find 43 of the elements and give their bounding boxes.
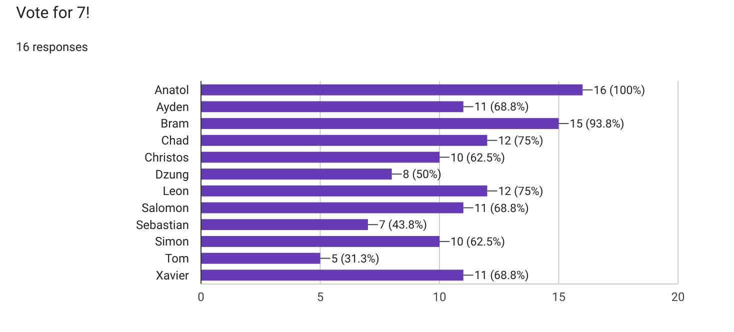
y-tick-label: Salomon [142, 200, 189, 215]
bar [201, 84, 583, 96]
data-label: 10 (62.5%) [450, 234, 506, 248]
y-tick-label: Leon [162, 184, 189, 198]
bar [201, 270, 464, 281]
y-tick-label: Sebastian [136, 218, 189, 232]
data-label: 11 (68.8%) [474, 100, 529, 114]
text: 16 responses [16, 40, 88, 54]
bar [201, 118, 559, 130]
bar [201, 152, 440, 163]
data-label: 12 (75%) [498, 184, 544, 198]
y-tick-label: Dzung [155, 167, 189, 182]
y-tick-label: Xavier [156, 268, 189, 282]
y-tick-label: Christos [144, 150, 189, 164]
data-label: 15 (93.8%) [570, 116, 624, 131]
y-tick-label: Bram [160, 116, 189, 131]
bar [201, 252, 320, 264]
y-tick-label: Tom [165, 252, 189, 266]
y-tick-label: Chad [161, 134, 189, 148]
data-label: 5 (31.3%) [331, 251, 380, 266]
data-label: 12 (75%) [498, 133, 544, 148]
data-label: 7 (43.8%) [378, 218, 428, 232]
y-tick-label: Anatol [154, 83, 189, 98]
bar [201, 101, 464, 112]
x-tick-label: 0 [198, 290, 205, 304]
bar [201, 236, 440, 247]
bar [201, 219, 368, 230]
bar [201, 185, 488, 196]
data-label: 11 (68.8%) [474, 268, 529, 282]
data-label: 16 (100%) [594, 82, 646, 97]
text: Vote for 7! [16, 3, 90, 22]
x-tick-label: 20 [671, 290, 685, 304]
bar [201, 168, 392, 180]
data-label: 8 (50%) [402, 167, 442, 182]
data-label: 11 (68.8%) [474, 200, 529, 215]
y-tick-label: Ayden [156, 100, 189, 114]
x-tick-label: 5 [316, 290, 324, 304]
bar [201, 202, 464, 214]
x-tick-label: 15 [552, 290, 566, 304]
y-tick-label: Simon [154, 234, 189, 249]
x-tick-label: 10 [432, 290, 446, 304]
bar [201, 134, 488, 146]
data-label: 10 (62.5%) [450, 150, 506, 164]
